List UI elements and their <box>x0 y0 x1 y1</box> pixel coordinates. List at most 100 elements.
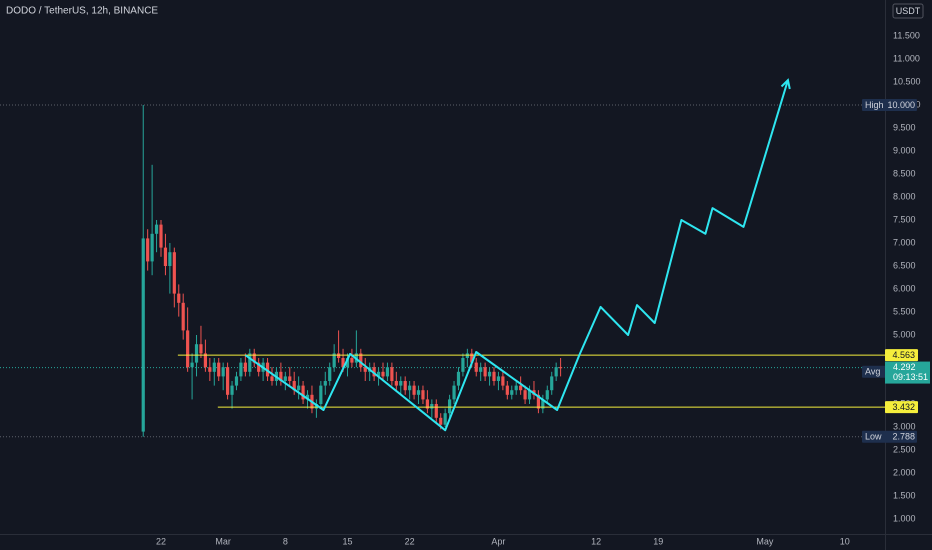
price-tag <box>885 401 918 414</box>
y-tick-label: 6.000 <box>893 283 916 293</box>
candle-body <box>314 404 319 409</box>
candle-body <box>186 330 190 368</box>
candle-body <box>505 385 509 395</box>
candle-body <box>288 376 292 382</box>
candle-body <box>141 238 145 432</box>
zigzag-drawing <box>244 351 581 432</box>
y-tick-label: 11.500 <box>893 30 920 40</box>
y-tick-label: 7.500 <box>893 214 916 224</box>
candle-body <box>350 358 354 363</box>
candle-body <box>412 385 416 395</box>
candle-body <box>439 417 443 425</box>
candle-body <box>421 390 425 400</box>
y-tick-label: 2.500 <box>893 444 916 454</box>
price-tag-name: High <box>865 100 884 110</box>
last-price-value: 4.292 <box>893 362 916 372</box>
candle-body <box>492 371 496 382</box>
y-tick-label: 5.500 <box>893 306 916 316</box>
candle-body <box>372 367 376 377</box>
candle-body <box>448 399 452 414</box>
candle-body <box>319 385 323 405</box>
candle-body <box>510 390 514 395</box>
candle-body <box>465 353 469 359</box>
x-tick-label: 15 <box>342 536 352 546</box>
currency-box[interactable] <box>892 3 924 19</box>
y-tick-label: 8.500 <box>893 168 916 178</box>
candle-body <box>154 224 159 234</box>
candle-body <box>496 376 501 382</box>
candle-body <box>456 371 461 386</box>
candle-body <box>305 394 310 400</box>
candle-body <box>208 367 212 372</box>
price-tag <box>862 99 917 112</box>
currency-label[interactable]: USDT <box>896 6 921 16</box>
projection-drawing <box>578 79 789 356</box>
x-tick-label: 10 <box>840 536 850 546</box>
candle-body <box>217 362 221 377</box>
candle-body <box>514 385 518 391</box>
price-tag-value: 3.432 <box>892 402 915 412</box>
candle-body <box>425 399 430 409</box>
candle-body <box>283 376 287 382</box>
candle-body <box>265 362 270 377</box>
price-tag-value: 10.000 <box>887 100 915 110</box>
axes: 1.0001.5002.0002.5003.0003.5004.0004.500… <box>156 30 930 546</box>
candle-body <box>487 371 492 377</box>
candle-body <box>501 376 505 386</box>
x-tick-label: 22 <box>156 536 166 546</box>
candle-body <box>337 353 341 359</box>
candle-body <box>297 385 301 391</box>
candle-body <box>230 385 234 395</box>
candle-body <box>474 362 478 372</box>
candle-body <box>403 381 407 391</box>
candle-body <box>328 367 332 382</box>
candle-body <box>181 302 185 331</box>
price-tag-name: Low <box>865 432 882 442</box>
y-tick-label: 5.000 <box>893 329 916 339</box>
candle-body <box>470 353 474 363</box>
candle-body <box>381 371 385 377</box>
candle-body <box>225 367 230 395</box>
candle-body <box>270 376 274 382</box>
x-tick-label: 19 <box>653 536 663 546</box>
candle-body <box>172 252 176 294</box>
y-tick-label: 7.000 <box>893 237 916 247</box>
candle-body <box>150 233 154 262</box>
arrow-head <box>780 78 791 90</box>
candle-body <box>461 358 465 372</box>
candle-body <box>434 404 438 418</box>
candle-body <box>279 371 283 382</box>
candle-body <box>199 344 203 354</box>
price-tag-name: Avg <box>865 367 880 377</box>
candle-body <box>376 371 381 377</box>
candle-body <box>527 390 532 400</box>
candle-body <box>341 358 345 368</box>
candle-body <box>394 381 398 386</box>
y-tick-label: 3.000 <box>893 421 916 431</box>
candle-body <box>190 362 194 368</box>
y-tick-label: 10.500 <box>893 76 921 86</box>
price-tag <box>862 430 917 443</box>
candle-body <box>483 367 487 377</box>
price-tag-value: 4.563 <box>892 350 915 360</box>
countdown: 09:13:51 <box>893 372 928 382</box>
plot-area <box>0 78 885 438</box>
x-tick-label: 22 <box>405 536 415 546</box>
candle-body <box>194 344 199 363</box>
candle-body <box>243 362 247 372</box>
y-tick-label: 1.000 <box>893 513 916 523</box>
candle-body <box>523 390 527 400</box>
candle-body <box>257 362 261 372</box>
x-tick-label: Apr <box>491 536 505 546</box>
candle-body <box>479 367 483 372</box>
candle-body <box>212 362 216 372</box>
x-tick-label: 12 <box>591 536 601 546</box>
candle-body <box>416 390 421 395</box>
candle-body <box>146 238 150 262</box>
candle-body <box>390 367 394 382</box>
candle-body <box>519 385 523 391</box>
candle-body <box>239 362 243 377</box>
candle-body <box>203 353 207 368</box>
candle-body <box>541 399 545 409</box>
candle-body <box>168 252 172 267</box>
